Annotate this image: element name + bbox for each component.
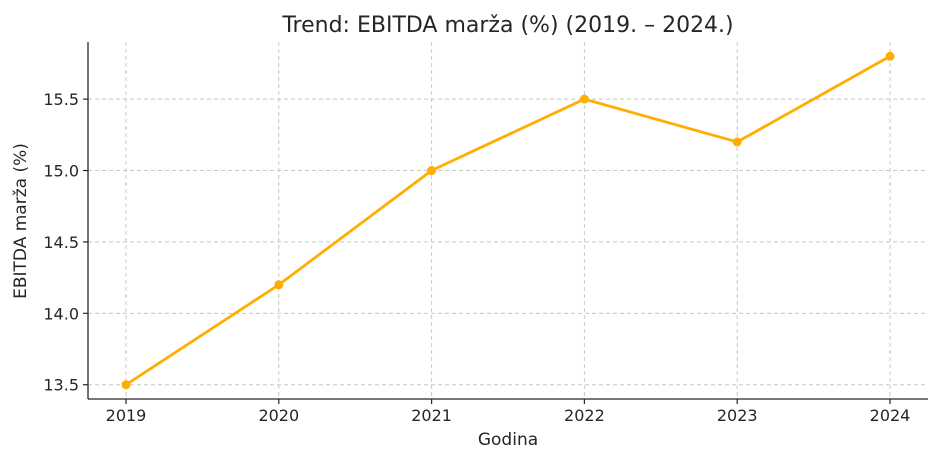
x-tick-label: 2020 [258, 406, 299, 425]
y-tick-label: 14.5 [43, 233, 79, 252]
data-point [732, 137, 742, 147]
series-line [124, 54, 892, 387]
x-tick-label: 2022 [564, 406, 605, 425]
series [121, 51, 895, 390]
data-point [274, 280, 284, 290]
x-tick-label: 2021 [411, 406, 452, 425]
x-ticks: 2019 2020 2021 2022 2023 2024 [106, 399, 911, 425]
y-tick-label: 13.5 [43, 376, 79, 395]
x-axis-label: Godina [478, 430, 538, 450]
data-point [427, 166, 437, 176]
grid [88, 42, 928, 399]
data-point [121, 380, 131, 390]
y-axis-label: EBITDA marža (%) [11, 143, 31, 299]
y-tick-label: 15.0 [43, 162, 79, 181]
data-point [885, 51, 895, 61]
y-tick-label: 15.5 [43, 90, 79, 109]
x-tick-label: 2024 [870, 406, 911, 425]
x-tick-label: 2023 [717, 406, 758, 425]
y-tick-label: 14.0 [43, 304, 79, 323]
data-point [579, 94, 589, 104]
y-ticks: 13.5 14.0 14.5 15.0 15.5 [43, 90, 88, 395]
chart-title: Trend: EBITDA marža (%) (2019. – 2024.) [281, 13, 733, 38]
x-tick-label: 2019 [106, 406, 147, 425]
axes [87, 42, 928, 400]
